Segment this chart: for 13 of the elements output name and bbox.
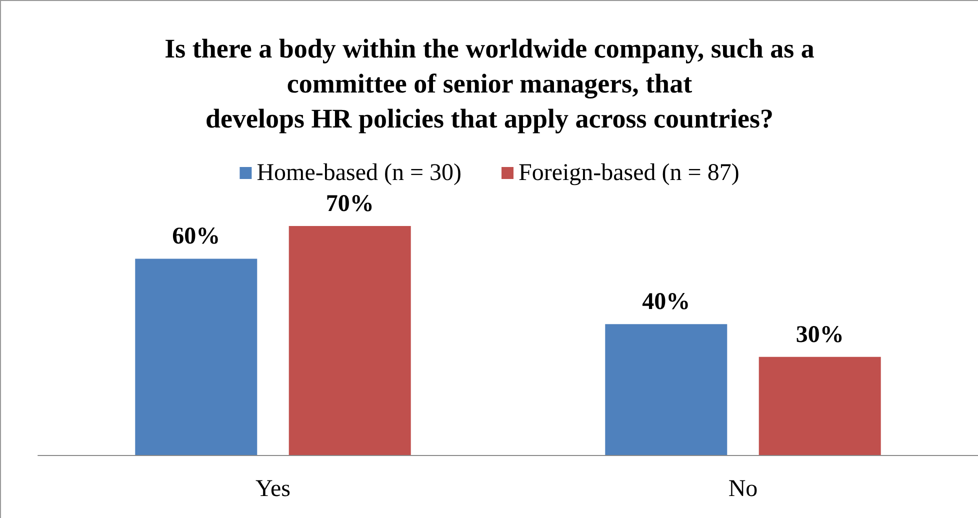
bar xyxy=(288,226,411,455)
data-label: 30% xyxy=(796,322,844,348)
legend-label: Home-based (n = 30) xyxy=(256,160,462,186)
x-tick-label: No xyxy=(728,476,758,502)
bar xyxy=(135,258,258,455)
x-tick-label: Yes xyxy=(256,476,290,502)
legend-label: Foreign-based (n = 87) xyxy=(518,160,740,186)
data-label: 70% xyxy=(326,191,374,217)
data-label: 60% xyxy=(172,224,220,250)
bar xyxy=(758,356,881,455)
chart-title: Is there a body within the worldwide company, such as a committee of senior managers, that develops HR policies that apply across countries? xyxy=(164,34,815,134)
data-label: 40% xyxy=(642,289,690,316)
bar xyxy=(605,324,728,455)
